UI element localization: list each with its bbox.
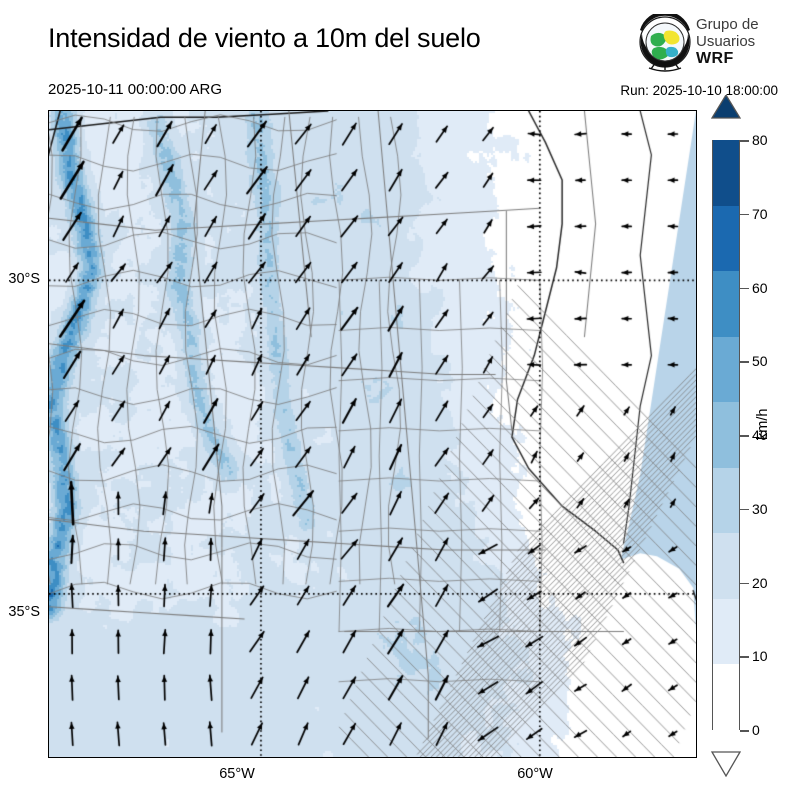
wrf-user-group-logo: Grupo de Usuarios WRF (636, 14, 786, 76)
colorbar-band-8 (713, 140, 739, 206)
logo-line-2: Usuarios (696, 33, 756, 50)
colorbar-tick-label-20: 20 (752, 574, 768, 591)
colorbar-tick-50 (740, 361, 749, 363)
colorbar-bands (712, 140, 740, 730)
colorbar-under-arrow-icon (711, 751, 741, 777)
colorbar-band-2 (713, 533, 739, 599)
colorbar-tick-0 (740, 730, 749, 732)
colorbar-tick-10 (740, 656, 749, 658)
colorbar-tick-label-30: 30 (752, 500, 768, 517)
colorbar-tick-label-50: 50 (752, 353, 768, 370)
colorbar-band-7 (713, 205, 739, 272)
model-run-label: Run: 2025-10-10 18:00:00 (620, 83, 778, 98)
y-tick-label-1: 35°S (8, 604, 40, 620)
valid-time-label: 2025-10-11 00:00:00 ARG (48, 81, 223, 98)
colorbar-band-1 (713, 598, 739, 665)
colorbar-tick-30 (740, 508, 749, 511)
page-title: Intensidad de viento a 10m del suelo (48, 23, 481, 53)
logo-line-3: WRF (696, 50, 734, 67)
colorbar-band-0 (713, 664, 739, 730)
wrf-globe-emblem-icon (639, 14, 691, 72)
colorbar-over-arrow-icon (711, 95, 741, 119)
colorbar-tick-80 (740, 140, 749, 142)
logo-text-block: Grupo de Usuarios WRF (696, 16, 759, 67)
map-plot-area (48, 110, 697, 758)
colorbar-band-5 (713, 336, 739, 403)
logo-line-1: Grupo de (696, 16, 759, 33)
colorbar-unit-label: km/h (755, 408, 771, 440)
y-tick-label-0: 30°S (8, 271, 40, 287)
colorbar-tick-40 (740, 435, 749, 437)
colorbar-tick-60 (740, 287, 749, 289)
colorbar-band-4 (713, 402, 739, 468)
colorbar-band-3 (713, 467, 739, 534)
colorbar-tick-label-60: 60 (752, 279, 768, 296)
colorbar-tick-label-40: 40 (752, 427, 768, 443)
x-tick-label-1: 60°W (517, 766, 553, 782)
x-tick-label-0: 65°W (219, 766, 255, 782)
colorbar-tick-label-70: 70 (752, 205, 768, 222)
colorbar-tick-20 (740, 582, 749, 584)
colorbar-tick-label-10: 10 (752, 648, 768, 665)
colorbar-tick-label-0: 0 (752, 722, 760, 738)
colorbar-tick-70 (740, 213, 749, 216)
colorbar (711, 95, 741, 777)
wind-speed-field (49, 111, 696, 757)
colorbar-band-6 (713, 271, 739, 337)
colorbar-tick-label-80: 80 (752, 132, 768, 148)
